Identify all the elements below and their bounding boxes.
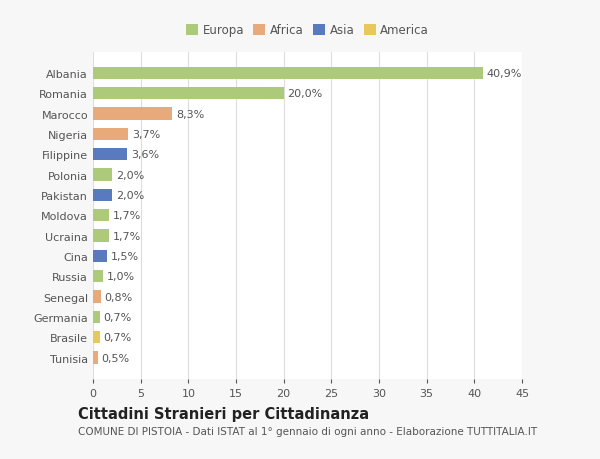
- Text: 0,8%: 0,8%: [104, 292, 133, 302]
- Bar: [93, 250, 107, 263]
- Text: 1,7%: 1,7%: [113, 211, 141, 221]
- Bar: [93, 67, 483, 80]
- Text: 20,0%: 20,0%: [287, 89, 323, 99]
- Bar: [93, 88, 284, 100]
- Bar: [93, 270, 103, 283]
- Text: 0,7%: 0,7%: [103, 312, 132, 322]
- Text: 1,5%: 1,5%: [111, 252, 139, 261]
- Text: 1,0%: 1,0%: [106, 272, 134, 281]
- Bar: [93, 352, 98, 364]
- Text: 0,7%: 0,7%: [103, 332, 132, 342]
- Bar: [93, 169, 112, 181]
- Bar: [93, 230, 109, 242]
- Bar: [93, 291, 101, 303]
- Text: 2,0%: 2,0%: [116, 190, 144, 201]
- Text: 2,0%: 2,0%: [116, 170, 144, 180]
- Text: 0,5%: 0,5%: [101, 353, 130, 363]
- Text: 8,3%: 8,3%: [176, 109, 204, 119]
- Bar: [93, 331, 100, 344]
- Bar: [93, 311, 100, 323]
- Text: 1,7%: 1,7%: [113, 231, 141, 241]
- Text: 3,6%: 3,6%: [131, 150, 159, 160]
- Bar: [93, 108, 172, 120]
- Text: COMUNE DI PISTOIA - Dati ISTAT al 1° gennaio di ogni anno - Elaborazione TUTTITA: COMUNE DI PISTOIA - Dati ISTAT al 1° gen…: [78, 426, 537, 436]
- Bar: [93, 210, 109, 222]
- Text: 40,9%: 40,9%: [487, 69, 522, 78]
- Legend: Europa, Africa, Asia, America: Europa, Africa, Asia, America: [181, 20, 434, 42]
- Bar: [93, 190, 112, 202]
- Text: 3,7%: 3,7%: [132, 129, 160, 140]
- Text: Cittadini Stranieri per Cittadinanza: Cittadini Stranieri per Cittadinanza: [78, 406, 369, 421]
- Bar: [93, 149, 127, 161]
- Bar: [93, 129, 128, 140]
